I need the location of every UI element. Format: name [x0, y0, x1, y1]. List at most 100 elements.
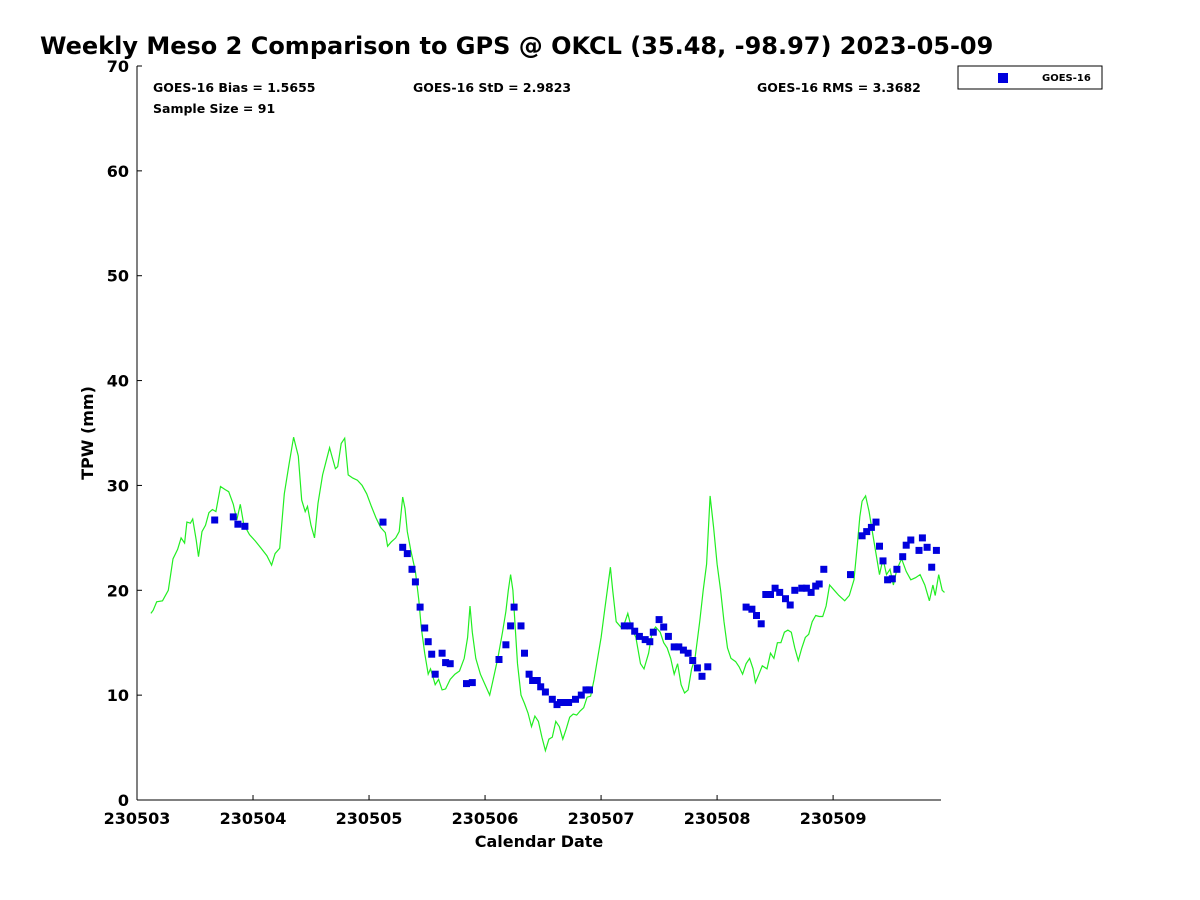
- y-tick-label: 0: [118, 791, 129, 810]
- goes16-data-point: [446, 660, 454, 668]
- goes16-data-point: [521, 649, 528, 657]
- goes16-data-point: [928, 563, 936, 571]
- goes16-data-point: [664, 632, 672, 640]
- goes16-data-point: [776, 588, 784, 596]
- goes16-data-point: [438, 649, 446, 657]
- legend-swatch-goes16: [998, 73, 1008, 83]
- goes16-data-point: [791, 586, 799, 594]
- goes16-data-point: [411, 578, 419, 586]
- goes16-data-point: [867, 523, 875, 531]
- goes16-data-point: [757, 620, 765, 628]
- x-tick-label: 230509: [800, 809, 867, 828]
- stat-rms: GOES-16 RMS = 3.3682: [757, 80, 921, 95]
- goes16-data-point: [876, 542, 883, 550]
- goes16-data-point: [525, 670, 533, 678]
- goes16-data-point: [408, 565, 416, 573]
- goes16-data-point: [442, 659, 450, 667]
- goes16-data-point: [675, 643, 683, 651]
- goes16-data-point: [872, 518, 880, 526]
- y-tick-label: 70: [107, 57, 129, 76]
- goes16-data-point: [626, 622, 634, 630]
- goes16-data-point: [847, 571, 854, 579]
- goes16-data-point: [899, 553, 907, 561]
- goes16-data-point: [502, 641, 510, 649]
- goes16-data-point: [495, 656, 503, 663]
- goes16-data-point: [820, 565, 828, 573]
- goes16-data-point: [463, 680, 470, 688]
- goes16-data-point: [421, 624, 429, 632]
- goes16-data-point: [403, 550, 411, 558]
- x-axis-label: Calendar Date: [475, 832, 604, 851]
- y-tick-label: 40: [107, 372, 129, 391]
- goes16-data-point: [858, 532, 866, 540]
- goes16-data-point: [684, 649, 692, 657]
- plot-area: 0 10 20 30 40 50 60 70 230503 230504 230505 230506…: [104, 57, 945, 828]
- stat-bias: GOES-16 Bias = 1.5655: [153, 80, 315, 95]
- series-line-gps: [150, 436, 945, 753]
- goes16-data-point: [698, 672, 706, 680]
- goes16-data-point: [782, 595, 789, 603]
- x-axis-ticks: 230503 230504 230505 230506 230507 230508 2305…: [104, 795, 867, 828]
- goes16-data-point: [631, 627, 639, 635]
- goes16-data-point: [748, 605, 756, 613]
- goes16-data-point: [815, 580, 823, 588]
- goes16-data-point: [660, 623, 668, 631]
- x-tick-label: 230508: [684, 809, 751, 828]
- goes16-points-layer: [211, 513, 940, 709]
- goes16-data-point: [932, 546, 940, 554]
- goes16-data-point: [884, 576, 892, 584]
- goes16-data-point: [416, 603, 424, 611]
- y-tick-label: 30: [107, 476, 129, 495]
- goes16-data-point: [577, 691, 585, 699]
- goes16-data-point: [888, 575, 896, 583]
- goes16-data-point: [649, 628, 657, 636]
- chart-title: Weekly Meso 2 Comparison to GPS @ OKCL (…: [40, 32, 993, 60]
- goes16-data-point: [902, 541, 910, 549]
- goes16-data-point: [742, 603, 750, 611]
- goes16-data-point: [428, 650, 436, 658]
- goes16-data-point: [798, 584, 806, 592]
- legend: GOES-16: [957, 65, 1103, 90]
- goes16-data-point: [879, 557, 887, 565]
- goes16-data-point: [689, 657, 697, 664]
- goes16-data-point: [635, 632, 643, 640]
- goes16-data-point: [915, 546, 923, 554]
- goes16-data-point: [704, 663, 712, 671]
- goes16-data-point: [762, 591, 770, 598]
- x-tick-label: 230507: [568, 809, 635, 828]
- x-tick-label: 230504: [220, 809, 287, 828]
- goes16-data-point: [468, 679, 476, 687]
- y-tick-label: 60: [107, 162, 129, 181]
- x-tick-label: 230506: [452, 809, 519, 828]
- goes16-data-point: [537, 683, 545, 691]
- y-axis-ticks: 0 10 20 30 40 50 60 70: [107, 57, 142, 810]
- goes16-data-point: [229, 513, 237, 521]
- goes16-data-point: [620, 622, 628, 630]
- y-tick-label: 50: [107, 267, 129, 286]
- goes16-data-point: [693, 664, 701, 672]
- goes16-data-point: [548, 695, 556, 703]
- stat-std: GOES-16 StD = 2.9823: [413, 80, 571, 95]
- goes16-data-point: [771, 584, 779, 592]
- goes16-data-point: [655, 616, 663, 624]
- goes16-data-point: [918, 534, 926, 542]
- goes16-data-point: [507, 622, 515, 630]
- goes16-data-point: [802, 584, 810, 592]
- goes16-data-point: [517, 622, 525, 630]
- goes16-data-point: [753, 612, 760, 619]
- gps-line-layer: [150, 436, 945, 753]
- goes16-data-point: [586, 686, 593, 694]
- goes16-data-point: [234, 520, 242, 528]
- goes16-data-point: [646, 638, 654, 646]
- goes16-data-point: [786, 601, 794, 609]
- goes16-data-point: [379, 518, 387, 526]
- goes16-data-point: [863, 528, 871, 536]
- goes16-data-point: [767, 591, 774, 598]
- y-axis-label: TPW (mm): [78, 386, 97, 480]
- legend-box: [957, 65, 1103, 90]
- goes16-data-point: [399, 543, 407, 551]
- goes16-data-point: [431, 670, 439, 678]
- goes16-data-point: [907, 536, 915, 544]
- goes16-data-point: [510, 603, 518, 611]
